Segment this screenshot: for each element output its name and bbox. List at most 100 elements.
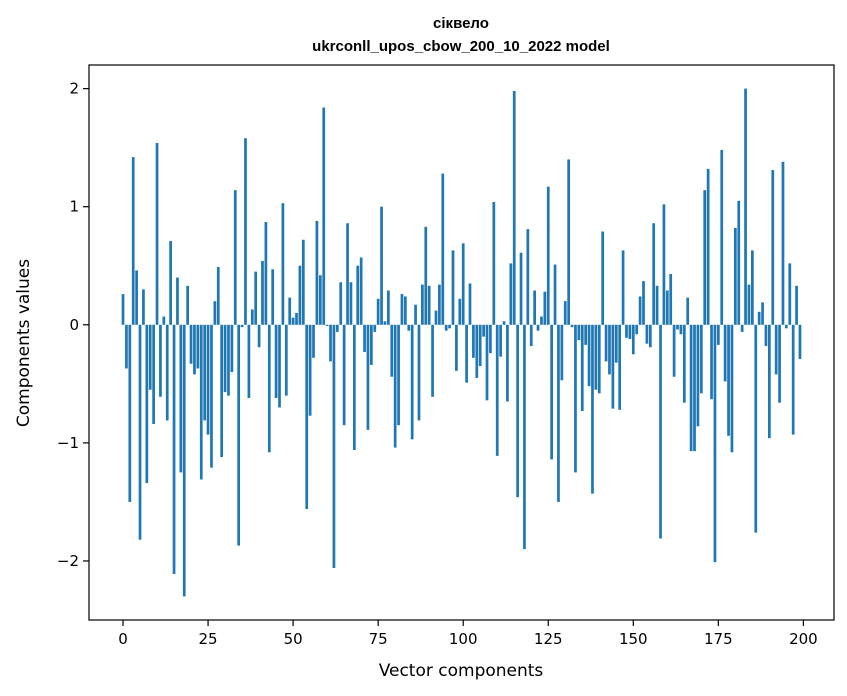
bar <box>768 324 771 439</box>
bar <box>461 243 465 325</box>
bar <box>608 324 611 375</box>
bar <box>366 324 370 430</box>
bar <box>145 324 149 484</box>
bar <box>261 261 264 325</box>
bar <box>342 324 346 426</box>
bar <box>220 324 224 458</box>
bar <box>315 220 319 325</box>
bar <box>682 324 686 403</box>
bar <box>591 324 594 494</box>
bar <box>751 250 754 325</box>
bar <box>407 324 411 331</box>
bar <box>176 277 179 325</box>
bar <box>550 324 554 460</box>
bar <box>553 264 557 325</box>
bar <box>737 200 741 325</box>
bar <box>533 290 536 325</box>
bar <box>387 290 390 325</box>
bar <box>706 168 710 325</box>
bar <box>318 275 322 325</box>
bar <box>451 250 455 325</box>
bar <box>495 324 499 456</box>
bar <box>233 190 237 325</box>
bar <box>308 324 312 416</box>
bar <box>563 301 567 325</box>
bar <box>472 324 475 358</box>
bar <box>669 274 673 325</box>
x-tick-label: 125 <box>534 630 563 648</box>
bar <box>240 324 244 328</box>
bar <box>278 324 281 408</box>
bar <box>424 226 428 325</box>
bar <box>254 271 258 325</box>
bar <box>781 161 785 325</box>
bar <box>699 324 703 394</box>
bar <box>281 203 285 325</box>
bar <box>135 270 138 325</box>
bar <box>165 324 169 421</box>
bar <box>179 324 183 473</box>
bar <box>788 263 792 325</box>
bar <box>152 324 155 424</box>
bar <box>785 324 788 329</box>
bar <box>516 324 519 498</box>
bar <box>267 324 271 453</box>
bar <box>740 324 744 332</box>
bar <box>594 324 598 390</box>
bar <box>621 250 625 325</box>
bar <box>332 324 336 569</box>
bar <box>686 297 690 325</box>
x-tick-label: 100 <box>449 630 478 648</box>
x-tick-label: 200 <box>789 630 818 648</box>
bar <box>618 324 622 410</box>
bar <box>506 324 509 402</box>
bar <box>369 324 373 365</box>
bar <box>529 324 533 347</box>
bar <box>526 229 530 325</box>
bar <box>703 190 707 325</box>
bar <box>455 324 458 371</box>
bar <box>148 324 152 390</box>
bar <box>155 142 159 325</box>
bar <box>580 324 584 411</box>
bar <box>631 324 635 355</box>
bar <box>383 321 387 325</box>
bar <box>250 309 254 325</box>
bar <box>359 257 363 325</box>
x-tick-label: 175 <box>704 630 733 648</box>
bar <box>485 324 489 401</box>
bar <box>356 265 360 325</box>
bar <box>468 283 472 325</box>
y-tick-label: 1 <box>69 198 79 216</box>
y-tick-label: 2 <box>69 80 79 98</box>
bar <box>764 324 768 347</box>
bar <box>601 231 605 325</box>
bar <box>716 324 720 345</box>
bar <box>410 324 414 440</box>
bar <box>638 296 642 325</box>
bar <box>662 204 666 325</box>
bar <box>247 324 251 398</box>
bar <box>512 90 516 325</box>
bar <box>723 324 727 382</box>
bar <box>798 324 802 360</box>
bar <box>237 324 241 546</box>
bar <box>230 324 234 373</box>
x-tick-label: 75 <box>369 630 388 648</box>
bar <box>727 324 730 436</box>
bar <box>689 324 693 452</box>
bar <box>363 324 366 352</box>
bar <box>778 324 781 403</box>
bar <box>189 324 193 364</box>
bar <box>335 324 339 332</box>
bar <box>655 285 659 325</box>
bar <box>223 324 227 393</box>
bar <box>761 302 764 325</box>
y-tick-label: −1 <box>57 434 79 452</box>
bar <box>659 324 662 539</box>
bar <box>121 294 125 325</box>
bar <box>557 324 560 502</box>
bar <box>193 324 196 375</box>
bar <box>502 321 506 325</box>
bar <box>696 324 700 427</box>
